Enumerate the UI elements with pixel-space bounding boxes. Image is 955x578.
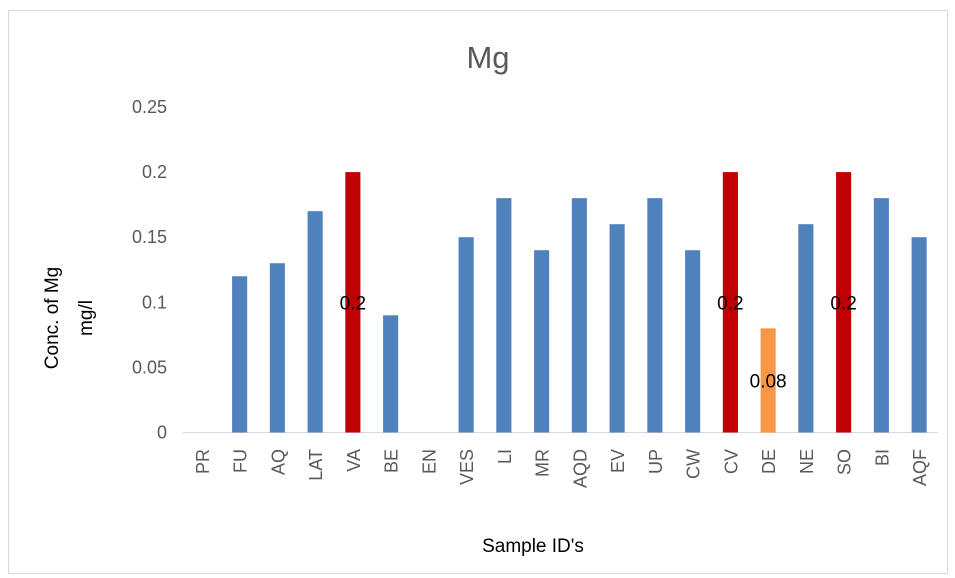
x-tick-label: PR xyxy=(193,449,213,474)
bar-be xyxy=(383,315,399,433)
y-axis-title-line-1: Conc. of Mg xyxy=(42,267,63,369)
x-tick-label: DE xyxy=(759,449,779,474)
x-tick-label: NE xyxy=(797,449,817,474)
x-tick-label: VES xyxy=(457,449,477,485)
bar-up xyxy=(647,198,663,433)
x-tick-label: AQF xyxy=(910,449,930,486)
data-labels: 0.2 0.2 0.08 0.2 xyxy=(340,293,857,392)
x-axis-title: Sample ID's xyxy=(482,536,584,557)
bar-cv xyxy=(722,172,738,433)
x-tick-label: EN xyxy=(419,449,439,474)
bar-cw xyxy=(685,250,701,433)
data-label: 0.08 xyxy=(750,371,787,392)
y-tick-label: 0.2 xyxy=(142,162,167,182)
y-tick-label: 0.15 xyxy=(132,227,167,247)
bar-so xyxy=(836,172,852,433)
bar-bi xyxy=(873,198,889,433)
x-tick-label: BI xyxy=(872,449,892,466)
x-tick-label: EV xyxy=(608,449,628,473)
x-tick-label: AQ xyxy=(268,449,288,475)
x-tick-label: FU xyxy=(231,449,251,473)
data-label: 0.2 xyxy=(717,293,743,314)
bar-ves xyxy=(458,237,474,433)
y-tick-label: 0 xyxy=(157,423,167,443)
y-tick-label: 0.1 xyxy=(142,292,167,312)
bar-li xyxy=(496,198,512,433)
bar-ne xyxy=(798,224,814,433)
y-axis-title-line-2: mg/l xyxy=(76,300,97,336)
bar-de xyxy=(760,328,776,433)
y-axis-ticks: 0 0.05 0.1 0.15 0.2 0.25 xyxy=(132,97,167,443)
x-tick-label: LAT xyxy=(306,449,326,481)
bar-aq xyxy=(269,263,285,433)
bar-mr xyxy=(534,250,550,433)
data-label: 0.2 xyxy=(340,293,366,314)
x-tick-label: LI xyxy=(495,449,515,464)
y-axis-title: Conc. of Mg mg/l xyxy=(42,267,97,369)
x-tick-label: VA xyxy=(344,449,364,472)
x-tick-label: BE xyxy=(382,449,402,473)
chart-title: Mg xyxy=(466,40,509,75)
bar-va xyxy=(345,172,361,433)
x-tick-label: CV xyxy=(721,449,741,474)
bar-aqf xyxy=(911,237,927,433)
bars xyxy=(232,172,927,433)
y-tick-label: 0.25 xyxy=(132,97,167,117)
x-tick-label: MR xyxy=(533,449,553,477)
y-tick-label: 0.05 xyxy=(132,357,167,377)
chart-frame xyxy=(8,10,948,574)
x-tick-label: CW xyxy=(684,449,704,479)
data-label: 0.2 xyxy=(830,293,856,314)
x-axis-ticks: PR FU AQ LAT VA BE EN VES LI MR AQD EV UP CW CV DE NE SO B… xyxy=(193,449,930,488)
x-tick-label: UP xyxy=(646,449,666,474)
bar-ev xyxy=(609,224,625,433)
x-tick-label: AQD xyxy=(570,449,590,488)
bar-lat xyxy=(307,211,323,433)
x-tick-label: SO xyxy=(835,449,855,475)
bar-aqd xyxy=(571,198,587,433)
bar-fu xyxy=(232,276,248,433)
